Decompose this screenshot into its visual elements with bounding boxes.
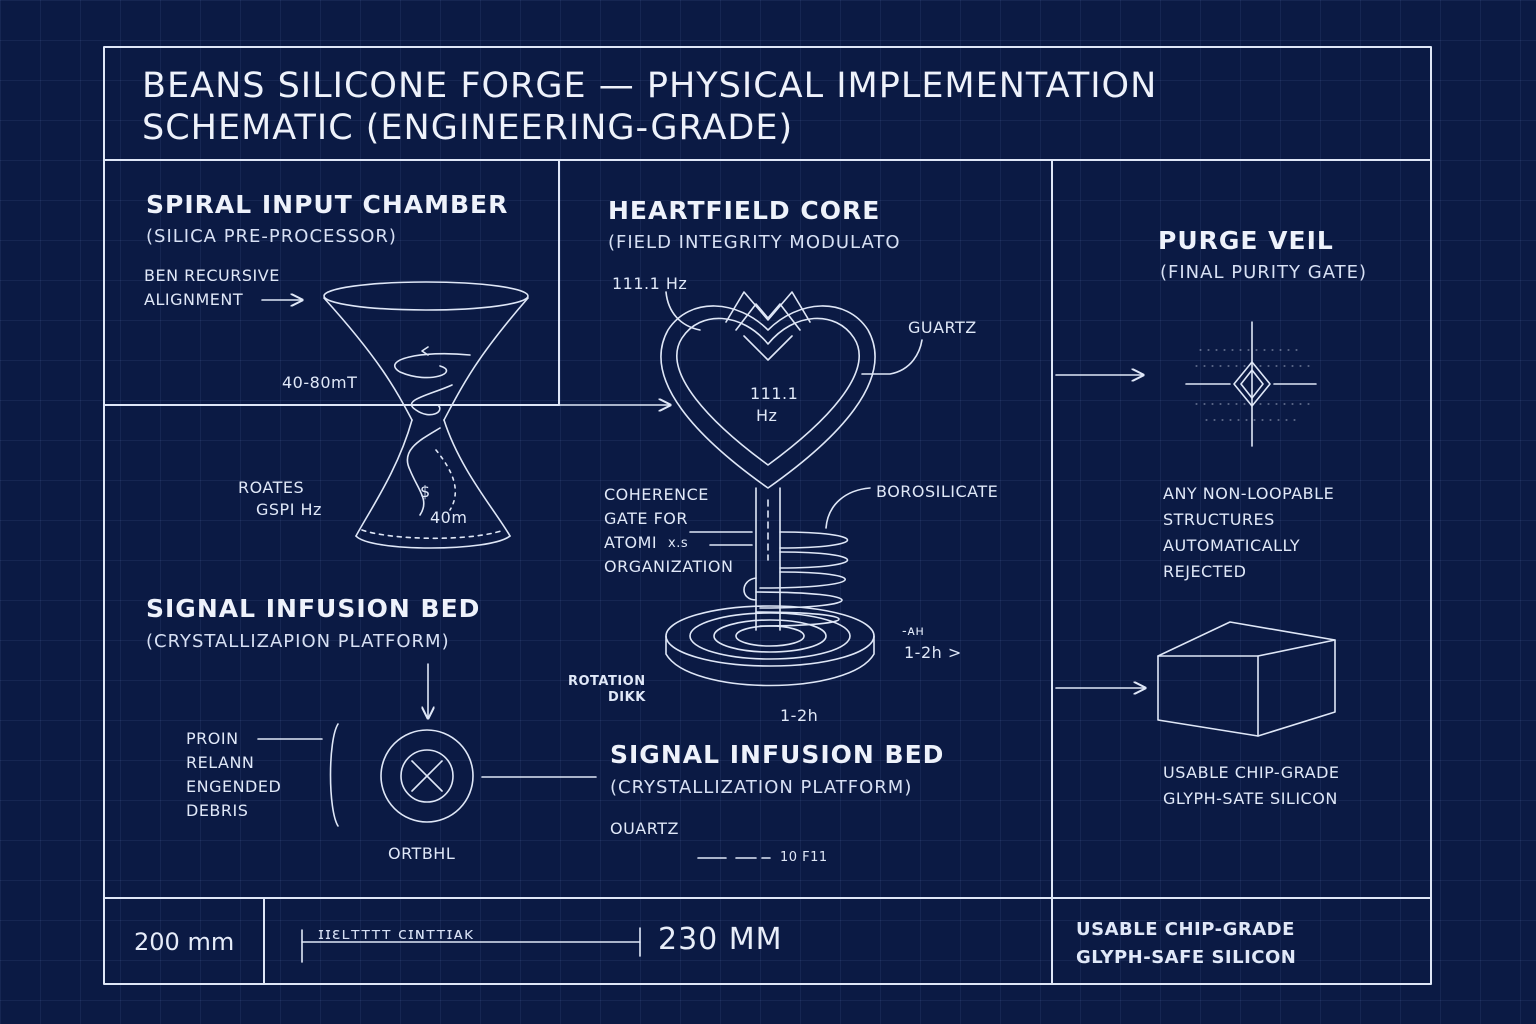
dollar-mark: $: [420, 482, 431, 501]
infusion-scale-label: 10 F11: [780, 850, 828, 865]
spiral-funnel-chamber: [323, 281, 529, 549]
heart-freq-inner-2: Hz: [756, 406, 778, 425]
rotates-label-1: ROATES: [238, 478, 305, 497]
proin-label-3: ENGENDED: [186, 777, 282, 796]
time-bottom-label: 1-2h: [780, 706, 819, 725]
purge-subtitle: (FINAL PURITY GATE): [1160, 262, 1368, 283]
silicon-block: [1157, 621, 1336, 737]
heart-subtitle: (FIELD INTEGRITY MODULATO: [608, 232, 901, 253]
infusion-left-heading: SIGNAL INFUSION BED: [146, 594, 481, 623]
usable-label-1: USABLE CHIP-GRADE: [1163, 763, 1340, 782]
purge-note-3: AUTOMATICALLY: [1163, 536, 1301, 555]
rotation-label-2: DIKK: [608, 690, 646, 705]
infusion-right-heading: SIGNAL INFUSION BED: [610, 740, 945, 769]
heartfield-core: [660, 291, 876, 687]
field-label: 40-80mT: [282, 373, 358, 392]
spiral-heading: SPIRAL INPUT CHAMBER: [146, 190, 509, 219]
purge-note-1: ANY NON-LOOPABLE: [1163, 484, 1335, 503]
guartz-leader: [861, 339, 923, 375]
freq-leader: [665, 291, 701, 331]
purge-note-4: REJECTED: [1163, 562, 1247, 581]
coherence-label-3: ATOMI: [604, 533, 658, 552]
ben-label-2: ALIGNMENT: [144, 290, 244, 309]
height-label: 40m: [430, 508, 468, 527]
infusion-right-subtitle: (CRYSTALLIZATION PLATFORM): [610, 777, 913, 798]
purge-veil-glyph: [1185, 321, 1317, 447]
coherence-label-3b: x.s: [668, 536, 689, 551]
infusion-bed-left: [257, 663, 597, 827]
spiral-subtitle: (SILICA PRE-PROCESSOR): [146, 226, 397, 247]
dimension-left: 200 mm: [134, 928, 235, 956]
footer-usable-1: USABLE CHIP-GRADE: [1076, 919, 1295, 940]
heart-freq-inner-1: 111.1: [750, 384, 799, 403]
dimension-right: 230 MM: [658, 922, 783, 957]
coherence-label-2: GATE FOR: [604, 509, 688, 528]
proin-label-1: PROIN: [186, 729, 239, 748]
ouartz-label: OUARTZ: [610, 819, 679, 838]
purge-note-2: STRUCTURES: [1163, 510, 1275, 529]
coherence-label-4: ORGANIZATION: [604, 557, 734, 576]
rotation-label-1: ROTATION: [568, 674, 646, 689]
footer-scale-text: ɪɪɛʟᴛᴛᴛᴛ ᴄɪɴᴛᴛɪᴀᴋ: [318, 924, 475, 943]
infusion-left-subtitle: (CRYSTALLIZAPION PLATFORM): [146, 631, 450, 652]
ben-label-1: BEN RECURSIVE: [144, 266, 280, 285]
title-line1: BEANS SILICONE FORGE — PHYSICAL IMPLEMEN…: [142, 66, 1158, 106]
borosilicate-label: BOROSILICATE: [876, 482, 999, 501]
heart-freq-top: 111.1 Hz: [612, 274, 688, 293]
proin-label-2: RELANN: [186, 753, 255, 772]
footer-scale-bar: [301, 927, 641, 963]
heart-heading: HEARTFIELD CORE: [608, 196, 881, 225]
borosilicate-leader: [825, 487, 871, 529]
guartz-label: GUARTZ: [908, 318, 977, 337]
coherence-label-1: COHERENCE: [604, 485, 709, 504]
usable-label-2: GLYPH-SATE SILICON: [1163, 789, 1338, 808]
rotates-label-2: GSPI Hz: [256, 500, 322, 519]
ortbhl-label: ORTBHL: [388, 844, 456, 863]
proin-label-4: DEBRIS: [186, 801, 249, 820]
outer-frame: [103, 46, 1432, 985]
footer-usable-2: GLYPH-SAFE SILICON: [1076, 947, 1297, 968]
time-ah-label: -ᴀʜ: [902, 624, 925, 639]
title-line2: SCHEMATIC (ENGINEERING-GRADE): [142, 108, 794, 148]
time-right-label: 1-2h >: [904, 643, 962, 662]
purge-heading: PURGE VEIL: [1158, 226, 1334, 255]
